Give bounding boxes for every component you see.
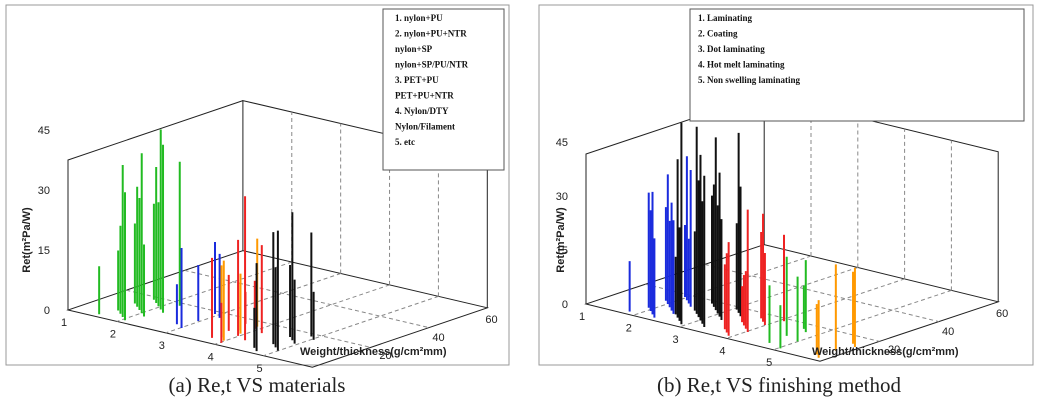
y-tick-label: 30 [556, 191, 568, 203]
grid-line [773, 289, 952, 351]
x-tick-label: 5 [766, 357, 772, 369]
legend-entry: 5. etc [395, 137, 415, 147]
depth-tick-label: 20 [379, 350, 391, 362]
x-tick-label: 3 [673, 334, 679, 346]
y-axis-label: Ret(m²Pa/W) [21, 207, 33, 273]
y-tick-label: 45 [556, 137, 568, 149]
x-tick-label: 4 [719, 345, 725, 357]
x-axis-label: Weight/thickness(g/cm²mm) [300, 346, 447, 358]
y-tick-label: 0 [44, 305, 50, 317]
legend-entry: 4. Hot melt laminating [698, 60, 785, 70]
side-wall [67, 100, 244, 310]
grid-line [726, 278, 905, 339]
y-axis-label: Ret(m²Pa/W) [555, 207, 567, 273]
y-tick-label: 45 [38, 125, 50, 137]
y-tick-label: 0 [562, 299, 568, 311]
legend-entry: 2. Coating [698, 29, 738, 39]
depth-tick-label: 60 [485, 314, 497, 326]
x-tick-label: 1 [61, 317, 67, 329]
legend-entry: 1. Laminating [698, 13, 753, 23]
caption: (b) Re,t VS finishing method [657, 373, 902, 397]
depth-tick-label: 60 [996, 308, 1008, 320]
legend-entry: 3. Dot laminating [698, 44, 765, 54]
x-tick-label: 4 [208, 351, 214, 363]
legend-entry: 4. Nylon/DTY [395, 106, 449, 116]
y-tick-label: 15 [556, 245, 568, 257]
back-wall [763, 93, 999, 302]
caption: (a) Re,t VS materials [169, 373, 346, 397]
legend-entry: 3. PET+PU [395, 75, 439, 85]
y-tick-label: 30 [38, 185, 50, 197]
legend-entry: 5. Non swelling laminating [698, 75, 801, 85]
x-tick-label: 5 [256, 363, 262, 375]
legend-entry: PET+PU+NTR [395, 91, 454, 101]
x-tick-label: 1 [579, 311, 585, 323]
legend: 1. nylon+PU 2. nylon+PU+NTR nylon+SP nylo… [395, 13, 469, 147]
x-axis-label: Weight/thickness(g/cm²mm) [812, 346, 959, 358]
depth-tick-label: 40 [942, 326, 954, 338]
x-tick-label: 2 [110, 328, 116, 340]
legend-entry: 1. nylon+PU [395, 13, 443, 23]
x-tick-label: 2 [626, 322, 632, 334]
legend-box [382, 8, 505, 171]
x-tick-label: 3 [159, 340, 165, 352]
back-wall [242, 99, 488, 308]
legend-entry: nylon+SP [395, 44, 433, 54]
legend-entry: 2. nylon+PU+NTR [395, 29, 467, 39]
grid-line [704, 263, 939, 323]
legend-entry: nylon+SP/PU/NTR [395, 60, 469, 70]
grid-line [263, 295, 439, 357]
legend: 1. Laminating 2. Coating 3. Dot laminating… [698, 13, 801, 85]
grid-line [214, 284, 390, 345]
depth-tick-label: 20 [888, 344, 900, 356]
legend-entry: Nylon/Filament [395, 122, 455, 132]
y-tick-label: 15 [38, 245, 50, 257]
depth-tick-label: 40 [432, 332, 444, 344]
legend-box [689, 8, 1025, 122]
